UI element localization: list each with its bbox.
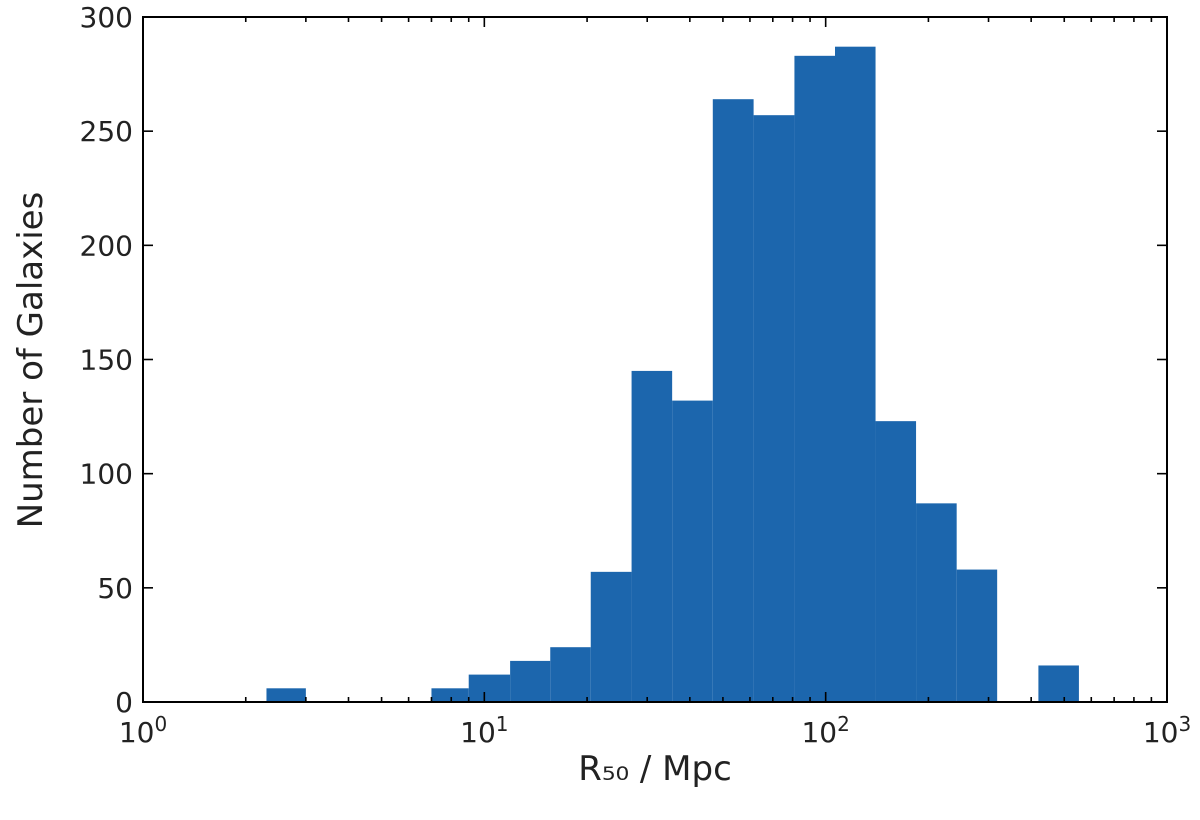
histogram-bar-8 bbox=[712, 99, 754, 702]
x-tick-label-3: 103 bbox=[1143, 712, 1191, 749]
y-tick-labels: 0 50 100 150 200 250 300 bbox=[80, 1, 133, 719]
histogram-bar-12 bbox=[875, 421, 917, 702]
x-axis-label: R₅₀ / Mpc bbox=[578, 749, 732, 789]
y-axis-label: Number of Galaxies bbox=[11, 192, 51, 529]
histogram-bar-9 bbox=[753, 115, 795, 702]
histogram-bar-5 bbox=[590, 571, 632, 702]
y-tick-label-0: 0 bbox=[115, 686, 133, 719]
histogram-bar-2 bbox=[468, 674, 511, 702]
x-tick-labels: 100 101 102 103 bbox=[119, 712, 1191, 749]
histogram-bar-15 bbox=[1038, 665, 1079, 702]
y-tick-label-2: 100 bbox=[80, 458, 133, 491]
histogram-bar-11 bbox=[835, 46, 876, 702]
histogram-bars bbox=[266, 46, 1079, 703]
histogram-bar-7 bbox=[672, 400, 713, 702]
histogram-bar-0 bbox=[266, 688, 306, 702]
histogram-bar-10 bbox=[794, 55, 836, 703]
x-tick-label-2: 102 bbox=[801, 712, 849, 749]
histogram-bar-3 bbox=[510, 660, 551, 702]
histogram-bar-6 bbox=[631, 370, 673, 702]
histogram-bar-13 bbox=[916, 503, 957, 702]
y-tick-label-4: 200 bbox=[80, 229, 133, 262]
histogram-bar-4 bbox=[550, 647, 591, 702]
y-tick-label-1: 50 bbox=[97, 572, 133, 605]
x-tick-label-1: 101 bbox=[460, 712, 508, 749]
x-tick-label-0: 100 bbox=[119, 712, 167, 749]
y-tick-label-5: 250 bbox=[80, 115, 133, 148]
y-tick-label-3: 150 bbox=[80, 344, 133, 377]
histogram-bar-1 bbox=[431, 688, 469, 702]
histogram-bar-14 bbox=[956, 569, 998, 702]
plot-frame bbox=[142, 16, 1168, 703]
y-tick-label-6: 300 bbox=[80, 1, 133, 34]
